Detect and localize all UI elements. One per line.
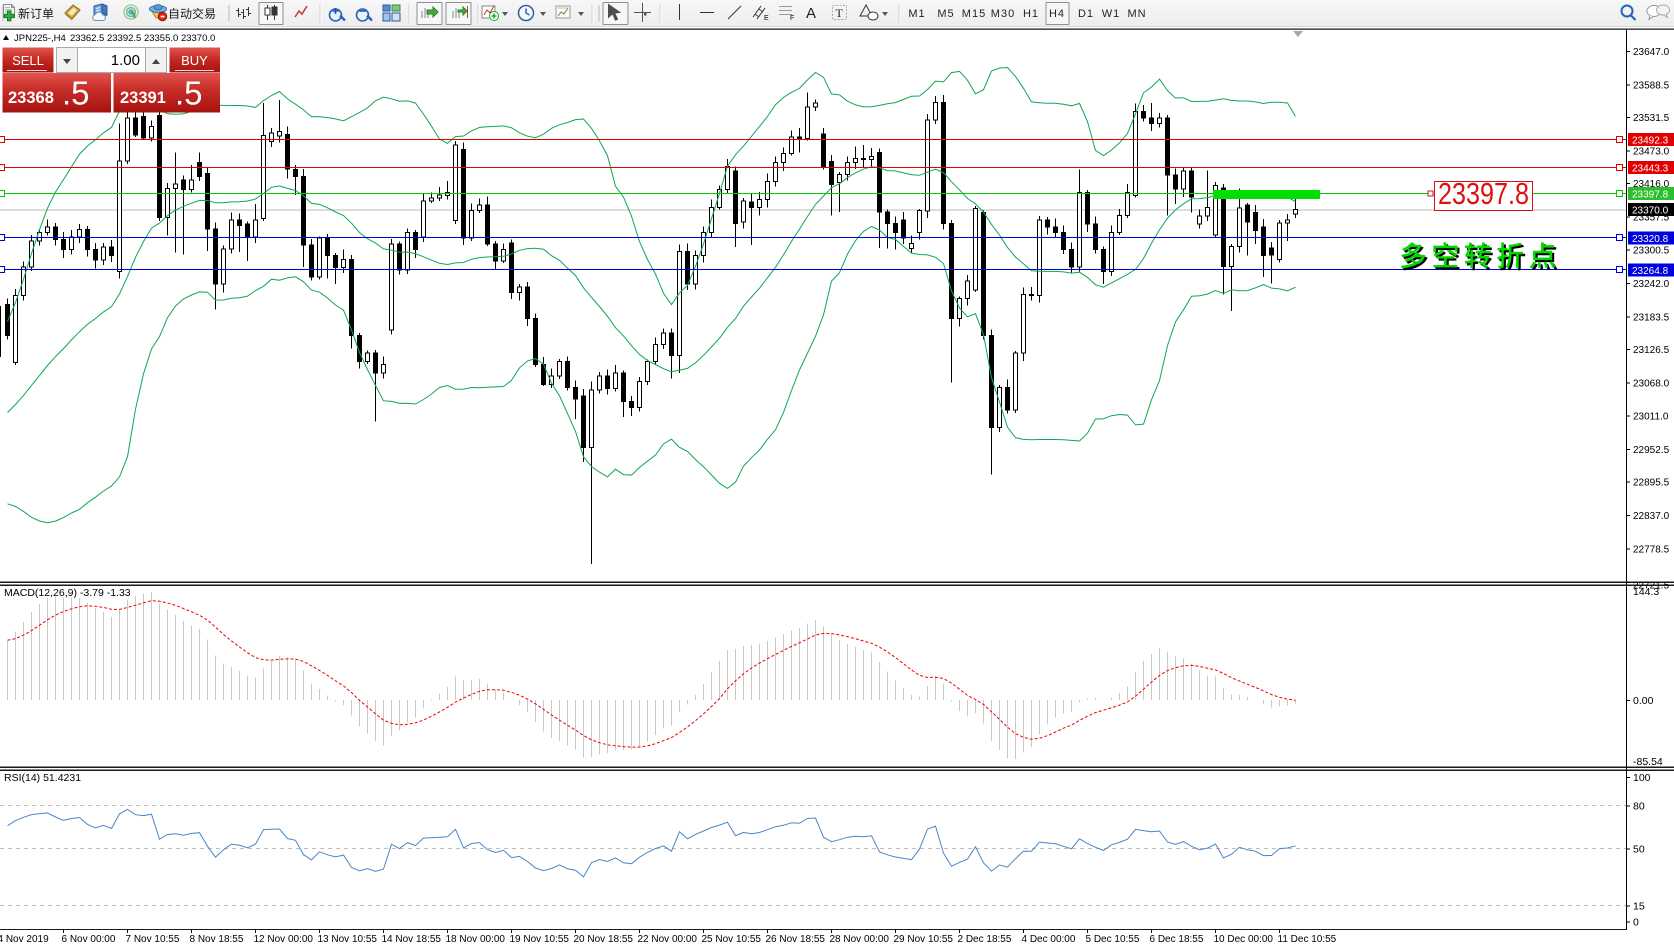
svg-text:M1: M1 bbox=[908, 8, 925, 20]
svg-text:23357.5: 23357.5 bbox=[1633, 213, 1670, 224]
svg-text:23126.5: 23126.5 bbox=[1633, 345, 1670, 356]
svg-text:12 Nov 00:00: 12 Nov 00:00 bbox=[254, 934, 314, 945]
svg-text:22952.5: 22952.5 bbox=[1633, 445, 1670, 456]
svg-text:SELL: SELL bbox=[12, 53, 44, 68]
svg-text:H1: H1 bbox=[1023, 8, 1039, 20]
svg-text:BUY: BUY bbox=[181, 53, 208, 68]
svg-text:18 Nov 00:00: 18 Nov 00:00 bbox=[446, 934, 506, 945]
svg-text:23320.8: 23320.8 bbox=[1632, 234, 1669, 245]
svg-text:JPN225-,H4: JPN225-,H4 bbox=[14, 33, 66, 44]
svg-text:23531.5: 23531.5 bbox=[1633, 113, 1670, 124]
svg-text:100: 100 bbox=[1633, 772, 1651, 784]
svg-text:RSI(14) 51.4231: RSI(14) 51.4231 bbox=[4, 772, 81, 784]
svg-text:M5: M5 bbox=[937, 8, 954, 20]
svg-text:T: T bbox=[836, 6, 844, 20]
svg-text:13 Nov 10:55: 13 Nov 10:55 bbox=[318, 934, 378, 945]
svg-text:23362.5 23392.5 23355.0 23370.: 23362.5 23392.5 23355.0 23370.0 bbox=[70, 33, 215, 44]
svg-text:14 Nov 18:55: 14 Nov 18:55 bbox=[382, 934, 442, 945]
svg-text:MACD(12,26,9) -3.79 -1.33: MACD(12,26,9) -3.79 -1.33 bbox=[4, 587, 131, 599]
svg-text:22721.5: 22721.5 bbox=[1633, 580, 1670, 591]
svg-text:23300.5: 23300.5 bbox=[1633, 245, 1670, 256]
svg-text:F: F bbox=[790, 15, 794, 22]
svg-text:2 Dec 18:55: 2 Dec 18:55 bbox=[958, 934, 1012, 945]
svg-text:23397.8: 23397.8 bbox=[1632, 190, 1669, 201]
svg-text:0.00: 0.00 bbox=[1633, 695, 1654, 707]
svg-text:23242.0: 23242.0 bbox=[1633, 279, 1670, 290]
svg-text:23647.0: 23647.0 bbox=[1633, 47, 1670, 58]
svg-text:10 Dec 00:00: 10 Dec 00:00 bbox=[1214, 934, 1274, 945]
svg-text:M30: M30 bbox=[991, 8, 1015, 20]
svg-text:A: A bbox=[806, 5, 816, 22]
svg-text:23588.5: 23588.5 bbox=[1633, 80, 1670, 91]
svg-text:22895.5: 22895.5 bbox=[1633, 478, 1670, 489]
svg-text:0: 0 bbox=[1633, 917, 1639, 929]
svg-text:6 Dec 18:55: 6 Dec 18:55 bbox=[1150, 934, 1204, 945]
svg-text:23183.5: 23183.5 bbox=[1633, 312, 1670, 323]
svg-text:23391: 23391 bbox=[120, 89, 166, 107]
svg-text:23443.3: 23443.3 bbox=[1632, 164, 1669, 175]
svg-text:.5: .5 bbox=[175, 75, 203, 112]
svg-text:M15: M15 bbox=[962, 8, 986, 20]
svg-text:W1: W1 bbox=[1102, 8, 1121, 20]
svg-text:22778.5: 22778.5 bbox=[1633, 545, 1670, 556]
svg-text:28 Nov 00:00: 28 Nov 00:00 bbox=[830, 934, 890, 945]
svg-text:23011.0: 23011.0 bbox=[1633, 411, 1669, 422]
svg-text:29 Nov 10:55: 29 Nov 10:55 bbox=[894, 934, 954, 945]
svg-text:50: 50 bbox=[1633, 844, 1645, 856]
svg-text:6 Nov 00:00: 6 Nov 00:00 bbox=[62, 934, 116, 945]
svg-text:23370.0: 23370.0 bbox=[1632, 206, 1669, 217]
svg-text:25 Nov 10:55: 25 Nov 10:55 bbox=[702, 934, 762, 945]
svg-text:20 Nov 18:55: 20 Nov 18:55 bbox=[574, 934, 634, 945]
svg-text:7 Nov 10:55: 7 Nov 10:55 bbox=[126, 934, 180, 945]
svg-text:8 Nov 18:55: 8 Nov 18:55 bbox=[190, 934, 244, 945]
svg-text:23416.0: 23416.0 bbox=[1633, 179, 1670, 190]
svg-text:15: 15 bbox=[1633, 901, 1645, 913]
svg-text:MN: MN bbox=[1127, 8, 1146, 20]
svg-text:.5: .5 bbox=[62, 75, 90, 112]
svg-text:22 Nov 00:00: 22 Nov 00:00 bbox=[638, 934, 698, 945]
svg-text:19 Nov 10:55: 19 Nov 10:55 bbox=[510, 934, 570, 945]
svg-text:144.3: 144.3 bbox=[1633, 586, 1659, 598]
svg-text:23264.8: 23264.8 bbox=[1632, 266, 1669, 277]
svg-text:23068.0: 23068.0 bbox=[1633, 379, 1670, 390]
svg-text:26 Nov 18:55: 26 Nov 18:55 bbox=[766, 934, 826, 945]
svg-text:1.00: 1.00 bbox=[111, 52, 140, 69]
svg-text:D1: D1 bbox=[1078, 8, 1094, 20]
svg-text:22837.0: 22837.0 bbox=[1633, 511, 1670, 522]
svg-text:80: 80 bbox=[1633, 801, 1645, 813]
svg-text:23473.0: 23473.0 bbox=[1633, 147, 1670, 158]
svg-text:23492.3: 23492.3 bbox=[1632, 135, 1669, 146]
svg-text:11 Dec 10:55: 11 Dec 10:55 bbox=[1278, 934, 1337, 945]
svg-text:-85.54: -85.54 bbox=[1633, 756, 1663, 768]
svg-text:E: E bbox=[764, 15, 769, 22]
svg-text:23368: 23368 bbox=[8, 89, 54, 107]
svg-text:4 Dec 00:00: 4 Dec 00:00 bbox=[1022, 934, 1076, 945]
svg-text:H4: H4 bbox=[1049, 8, 1065, 20]
svg-text:5 Dec 10:55: 5 Dec 10:55 bbox=[1086, 934, 1140, 945]
svg-text:4 Nov 2019: 4 Nov 2019 bbox=[0, 934, 49, 945]
svg-text:23397.8: 23397.8 bbox=[1438, 176, 1529, 211]
